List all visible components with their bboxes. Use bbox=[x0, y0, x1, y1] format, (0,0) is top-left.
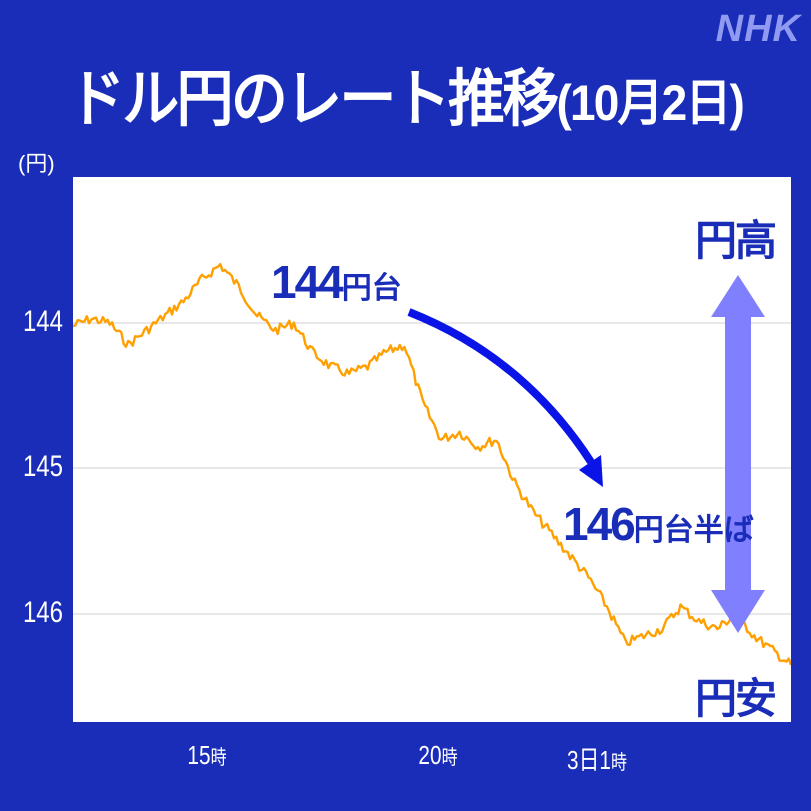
start-annotation: 144円台 bbox=[271, 256, 402, 308]
line-chart bbox=[73, 262, 791, 666]
title-date: (10月2日) bbox=[556, 75, 745, 131]
x-tick-15h: 15時 bbox=[187, 740, 227, 770]
y-axis-unit: (円) bbox=[18, 151, 55, 176]
gridlines bbox=[73, 322, 791, 615]
nhk-logo: NHK bbox=[715, 8, 801, 50]
range-arrow-icon bbox=[711, 275, 765, 633]
x-tick-20h: 20時 bbox=[418, 740, 458, 770]
chart-title: ドル円のレート推移(10月2日) bbox=[32, 48, 778, 138]
x-tick-3d-1h: 3日1時 bbox=[567, 745, 627, 775]
strong-yen-label: 円高 bbox=[695, 217, 777, 264]
end-annotation: 146円台半ば bbox=[563, 498, 754, 550]
y-tick-144: 144 bbox=[22, 305, 63, 338]
trend-arrow-icon bbox=[407, 308, 603, 487]
y-tick-145: 145 bbox=[22, 450, 63, 483]
title-main: ドル円のレート推移 bbox=[67, 65, 559, 134]
price-line bbox=[73, 262, 791, 666]
y-tick-146: 146 bbox=[22, 596, 63, 629]
plot-area: 144円台 146円台半ば 円高 円安 bbox=[73, 177, 791, 722]
weak-yen-label: 円安 bbox=[695, 675, 777, 722]
